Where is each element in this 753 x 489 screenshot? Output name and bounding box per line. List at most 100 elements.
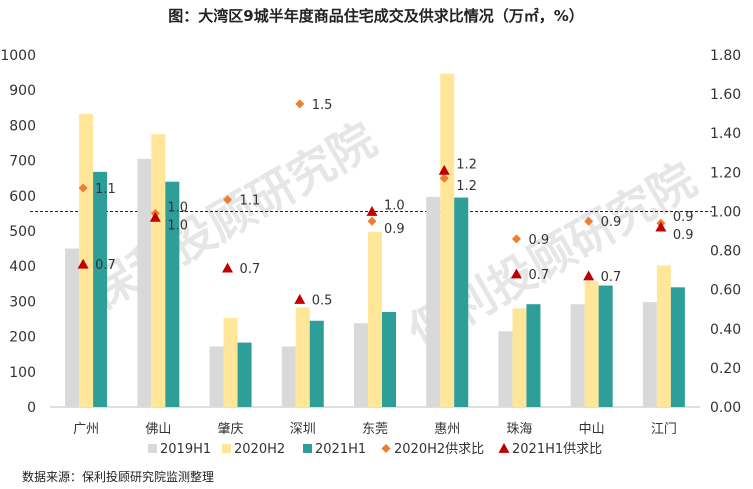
data-label-2020h2-ratio: 0.9 — [601, 215, 622, 230]
left-tick-label: 700 — [9, 154, 36, 170]
diamond-marker — [78, 183, 88, 193]
category-labels: 广州 佛山 肇庆 深圳 东莞 惠州 珠海 中山 江门 — [73, 422, 677, 437]
bar-2019h1 — [354, 323, 368, 407]
right-axis: 0.00 0.20 0.40 0.60 0.80 1.00 1.20 1.40 1.60 1.80 — [710, 48, 741, 416]
diamond-marker — [584, 216, 594, 226]
watermark-text: 保利投顾研究院 — [79, 112, 385, 320]
left-tick-label: 900 — [9, 83, 36, 99]
diamond-marker — [381, 444, 391, 453]
triangle-marker — [498, 443, 510, 453]
chart-title: 图：大湾区9城半年度商品住宅成交及供求比情况（万㎡，%） — [168, 7, 583, 25]
legend-label: 2020H2供求比 — [394, 442, 484, 457]
triangle-marker — [222, 262, 234, 273]
data-label-2021h1-ratio: 1.2 — [456, 157, 477, 172]
left-axis: 0 100 200 300 400 500 600 700 800 900 1000 — [0, 48, 36, 416]
bar-2021h1 — [309, 320, 324, 407]
right-tick-label: 0.60 — [710, 283, 741, 299]
diamond-marker — [511, 234, 521, 244]
left-tick-label: 200 — [9, 330, 36, 346]
triangle-marker — [77, 258, 89, 269]
diamond-marker — [439, 173, 449, 183]
triangle-marker — [294, 293, 306, 304]
triangle-marker — [366, 205, 378, 216]
data-label-2020h2-ratio: 0.9 — [528, 233, 549, 248]
legend-label: 2019H1 — [160, 442, 211, 457]
data-label-2021h1-ratio: 0.7 — [95, 258, 116, 273]
right-tick-label: 1.60 — [710, 87, 741, 103]
left-tick-label: 500 — [9, 224, 36, 240]
source-note: 数据来源：保利投顾研究院监测整理 — [22, 469, 214, 484]
bar-2020h2 — [151, 134, 166, 407]
triangle-marker — [438, 164, 450, 175]
triangle-marker — [655, 221, 667, 232]
right-tick-label: 0.00 — [710, 400, 741, 416]
markers: 1.1 0.7 1.0 1.0 1.1 0.7 1.5 0.5 0.9 1.0 1.2 1.2 0.9 0… — [77, 98, 694, 308]
bar-2019h1 — [498, 331, 513, 407]
data-label-2021h1-ratio: 0.9 — [673, 228, 694, 243]
bar-2020h2 — [440, 73, 455, 407]
category-label: 佛山 — [145, 422, 171, 437]
bar-2020h2 — [656, 265, 671, 407]
data-label-2020h2-ratio: 1.2 — [456, 179, 477, 194]
category-label: 中山 — [579, 422, 605, 437]
right-tick-label: 0.20 — [710, 361, 741, 377]
bar-2019h1 — [426, 196, 441, 407]
diamond-marker — [367, 216, 377, 226]
legend-label: 2021H1 — [315, 442, 366, 457]
right-tick-label: 1.00 — [710, 204, 741, 220]
bar-2019h1 — [570, 304, 585, 407]
bar-2020h2 — [223, 317, 238, 407]
diamond-marker — [295, 99, 305, 109]
category-label: 江门 — [651, 422, 677, 437]
right-tick-label: 1.40 — [710, 126, 741, 142]
legend-swatch — [222, 444, 231, 453]
bar-2021h1 — [598, 285, 613, 407]
left-tick-label: 100 — [9, 365, 36, 381]
right-tick-label: 0.40 — [710, 322, 741, 338]
triangle-marker — [583, 270, 595, 281]
left-tick-label: 600 — [9, 189, 36, 205]
data-label-2020h2-ratio: 1.1 — [240, 194, 261, 209]
bar-2021h1 — [670, 287, 685, 407]
legend-label: 2021H1供求比 — [512, 442, 602, 457]
left-tick-label: 400 — [9, 259, 36, 275]
bar-2021h1 — [382, 311, 396, 407]
legend-swatch — [303, 444, 312, 453]
data-label-2021h1-ratio: 0.7 — [240, 262, 261, 277]
right-tick-label: 0.80 — [710, 244, 741, 260]
category-label: 深圳 — [290, 422, 316, 437]
left-tick-label: 0 — [27, 400, 36, 416]
bar-2019h1 — [137, 158, 152, 407]
legend-label: 2020H2 — [234, 442, 285, 457]
data-label-2020h2-ratio: 1.1 — [95, 182, 116, 197]
data-label-2021h1-ratio: 0.5 — [312, 293, 333, 308]
bar-2019h1 — [642, 302, 657, 407]
bar-2020h2 — [79, 113, 94, 407]
bar-2021h1 — [165, 181, 180, 407]
category-label: 惠州 — [434, 422, 460, 437]
data-label-2020h2-ratio: 1.5 — [312, 98, 333, 113]
bar-2021h1 — [454, 197, 469, 407]
bar-2020h2 — [584, 281, 599, 407]
category-label: 广州 — [73, 422, 99, 437]
category-label: 东莞 — [362, 422, 388, 437]
left-tick-label: 800 — [9, 118, 36, 134]
data-label-2020h2-ratio: 0.9 — [384, 222, 405, 237]
bar-2021h1 — [93, 171, 108, 407]
bar-2019h1 — [65, 248, 80, 407]
data-label-2021h1-ratio: 1.0 — [167, 218, 188, 233]
bar-2021h1 — [237, 342, 252, 407]
data-label-2021h1-ratio: 1.0 — [384, 198, 405, 213]
bar-2021h1 — [526, 304, 541, 407]
legend: 2019H1 2020H2 2021H1 2020H2供求比 2021H1供求比 — [148, 442, 602, 457]
triangle-marker — [510, 268, 522, 279]
legend-swatch — [148, 444, 157, 453]
bar-2020h2 — [368, 231, 382, 407]
category-label: 珠海 — [506, 422, 532, 437]
left-tick-label: 1000 — [0, 48, 36, 64]
left-tick-label: 300 — [9, 294, 36, 310]
bar-2020h2 — [512, 308, 527, 407]
category-label: 肇庆 — [218, 422, 244, 437]
data-label-2021h1-ratio: 0.7 — [528, 268, 549, 283]
